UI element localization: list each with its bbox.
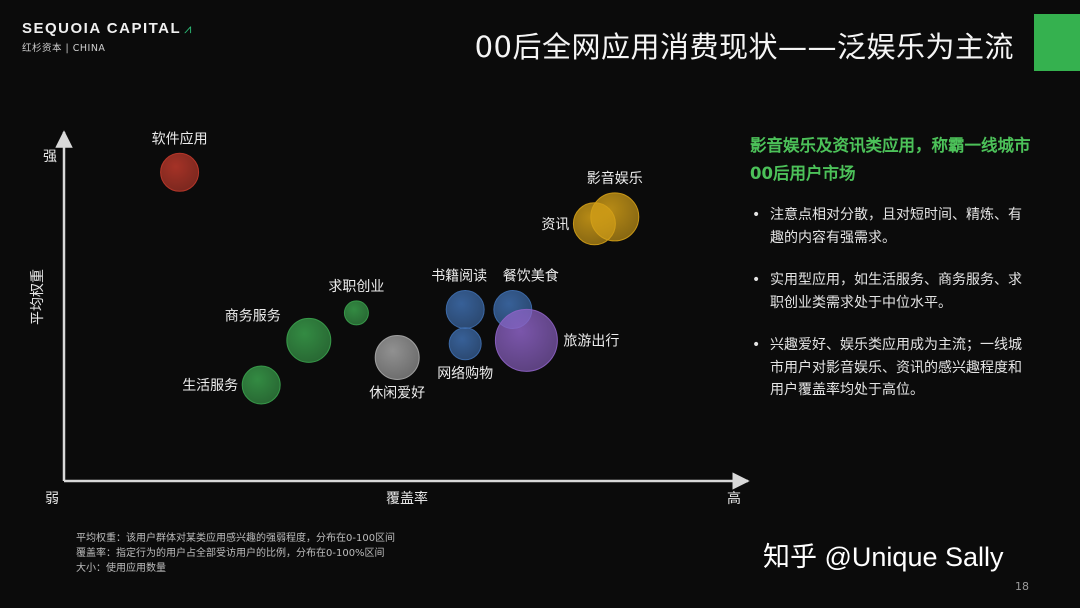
insight-list: • 注意点相对分散，且对短时间、精炼、有趣的内容有强需求。 • 实用型应用，如生活服… (750, 204, 1040, 402)
x-low-label: 弱 (45, 491, 59, 507)
bubble-label: 影音娱乐 (587, 170, 643, 187)
insight-item: • 兴趣爱好、娱乐类应用成为主流；一线城市用户对影音娱乐、资讯的感兴趣程度和用户覆… (750, 334, 1035, 402)
x-axis-label: 覆盖率 (386, 490, 428, 507)
bubble-label: 书籍阅读 (431, 268, 487, 285)
bubble-point (241, 365, 281, 405)
bubble-point (286, 317, 332, 363)
panel-headline: 影音娱乐及资讯类应用，称霸一线城市00后用户市场 (750, 136, 1031, 183)
insight-item: • 实用型应用，如生活服务、商务服务、求职创业类需求处于中位水平。 (750, 269, 1035, 314)
y-axis-label: 平均权重 (30, 269, 46, 325)
footnote-weight: 平均权重：该用户群体对某类应用感兴趣的强弱程度，分布在0-100区间 (76, 533, 396, 544)
x-high-label: 高 (727, 490, 741, 507)
page-number: 18 (1015, 580, 1029, 593)
bubble-point (343, 300, 369, 326)
bubble-point (445, 290, 485, 329)
insight-item: • 注意点相对分散，且对短时间、精炼、有趣的内容有强需求。 (750, 204, 1035, 249)
accent-square (1034, 14, 1080, 71)
bubble-label: 休闲爱好 (369, 386, 425, 402)
logo-mark-icon: ⩘ (184, 22, 192, 37)
footnote-size: 大小：使用应用数量 (76, 563, 166, 574)
footnote-coverage: 覆盖率：指定行为的用户占全部受访用户的比例，分布在0-100%区间 (76, 548, 385, 559)
bubble-label: 餐饮美食 (503, 268, 559, 285)
bubble-point (494, 308, 558, 372)
bubble-label: 软件应用 (152, 130, 208, 147)
bubble-layer (160, 152, 640, 405)
bubble-label: 求职创业 (328, 279, 384, 295)
bubble-point (160, 152, 200, 192)
bubble-label-layer: 软件应用影音娱乐资讯书籍阅读 餐饮美食旅游出行网络购物 求职创业商务服务生活服务休闲… (152, 130, 643, 401)
insight-text: 实用型应用，如生活服务、商务服务、求职创业类需求处于中位水平。 (770, 272, 1022, 311)
bubble-point (448, 327, 482, 361)
bullet-icon: • (752, 207, 761, 223)
sequoia-logo: SEQUOIA CAPITAL ⩘ 红杉资本 | CHINA (22, 18, 192, 54)
bubble-label: 旅游出行 (563, 333, 619, 349)
zhihu-watermark: 知乎 @Unique Sally (763, 542, 1004, 572)
insight-text: 注意点相对分散，且对短时间、精炼、有趣的内容有强需求。 (770, 207, 1022, 246)
bullet-icon: • (752, 337, 761, 353)
bullet-icon: • (752, 272, 761, 288)
bubble-label: 网络购物 (437, 366, 493, 382)
bubble-point (572, 202, 616, 246)
y-high-label: 强 (43, 149, 57, 165)
page-title: 00后全网应用消费现状——泛娱乐为主流 (474, 30, 1014, 64)
bubble-label: 资讯 (541, 217, 569, 233)
bubble-label: 生活服务 (182, 378, 238, 394)
logo-name: SEQUOIA CAPITAL (22, 20, 182, 37)
insight-panel: 影音娱乐及资讯类应用，称霸一线城市00后用户市场 • 注意点相对分散，且对短时间、… (750, 132, 1040, 422)
insight-text: 兴趣爱好、娱乐类应用成为主流；一线城市用户对影音娱乐、资讯的感兴趣程度和用户覆盖… (770, 337, 1022, 398)
footnotes: 平均权重：该用户群体对某类应用感兴趣的强弱程度，分布在0-100区间 覆盖率：指… (76, 531, 395, 576)
bubble-label: 商务服务 (225, 308, 281, 324)
logo-subtitle: 红杉资本 | CHINA (22, 43, 106, 54)
bubble-point (374, 335, 420, 381)
